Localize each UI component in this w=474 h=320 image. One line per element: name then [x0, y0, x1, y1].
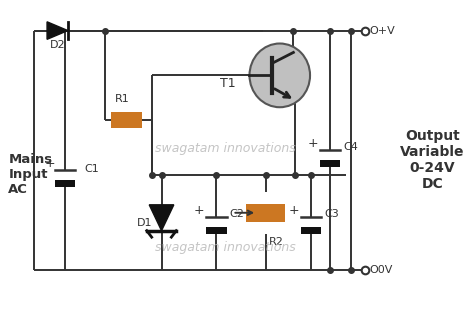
- Text: +: +: [45, 157, 55, 170]
- Text: T1: T1: [220, 77, 236, 90]
- Text: O0V: O0V: [370, 265, 393, 275]
- Text: D1: D1: [137, 218, 152, 228]
- Text: +: +: [308, 137, 318, 150]
- Polygon shape: [149, 205, 174, 231]
- Bar: [206, 227, 227, 234]
- Text: C2: C2: [229, 209, 245, 219]
- Bar: [301, 227, 321, 234]
- Text: +: +: [289, 204, 299, 217]
- Text: O+V: O+V: [370, 26, 395, 36]
- Text: +: +: [194, 204, 205, 217]
- Text: R1: R1: [115, 94, 130, 104]
- Bar: [55, 180, 75, 187]
- Bar: [246, 204, 285, 222]
- Text: C3: C3: [324, 209, 339, 219]
- Text: R2: R2: [268, 236, 283, 247]
- Text: swagatam innovations: swagatam innovations: [155, 141, 295, 155]
- Bar: [319, 160, 340, 167]
- Bar: [111, 112, 142, 128]
- Text: swagatam innovations: swagatam innovations: [155, 241, 295, 254]
- Text: C4: C4: [343, 142, 358, 152]
- Text: Output
Variable
0-24V
DC: Output Variable 0-24V DC: [400, 129, 465, 191]
- Text: C1: C1: [84, 164, 99, 174]
- Polygon shape: [47, 22, 68, 39]
- Text: D2: D2: [50, 41, 65, 51]
- Circle shape: [249, 44, 310, 107]
- Text: Mains
Input
AC: Mains Input AC: [8, 153, 53, 196]
